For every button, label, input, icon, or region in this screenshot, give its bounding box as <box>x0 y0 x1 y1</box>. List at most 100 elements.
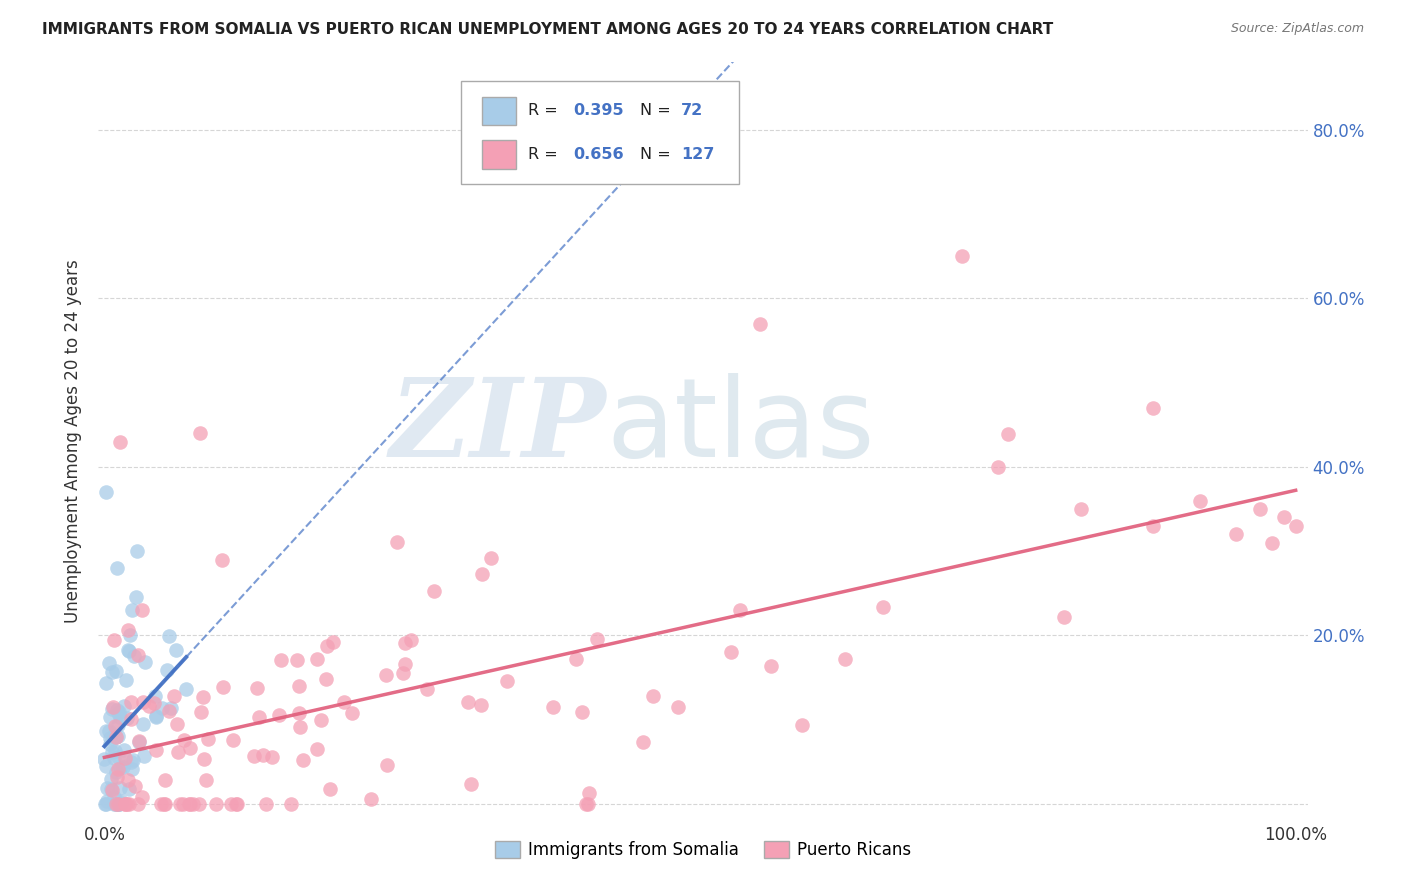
Point <box>728 603 751 617</box>
Point <box>987 459 1010 474</box>
Point <box>155 663 177 677</box>
Point <box>114 751 136 765</box>
Point <box>108 797 131 811</box>
Point <box>107 717 129 731</box>
Point <box>121 762 143 776</box>
Point <box>110 795 132 809</box>
Point <box>110 760 132 774</box>
Point <box>103 633 125 648</box>
Bar <box>482 140 516 169</box>
Point <box>247 710 270 724</box>
Point <box>132 716 155 731</box>
Point <box>254 797 277 811</box>
Point <box>127 797 149 811</box>
Point <box>190 706 212 720</box>
Point <box>114 797 136 811</box>
Point <box>287 653 309 667</box>
Point <box>117 624 139 638</box>
Point <box>571 705 593 719</box>
Point <box>495 673 517 688</box>
Point <box>270 653 292 667</box>
Point <box>150 701 173 715</box>
Point <box>195 772 218 787</box>
Point <box>287 706 309 721</box>
Point <box>460 776 482 790</box>
Point <box>100 772 122 787</box>
Point <box>96 794 118 808</box>
Point <box>262 750 284 764</box>
Point <box>291 753 314 767</box>
Point <box>792 718 814 732</box>
Point <box>173 733 195 747</box>
Point <box>179 797 201 811</box>
Point <box>98 709 121 723</box>
Point <box>107 797 129 811</box>
Point <box>165 642 187 657</box>
Point <box>564 652 586 666</box>
Point <box>1189 493 1212 508</box>
Point <box>94 797 117 811</box>
Point <box>193 751 215 765</box>
Point <box>375 668 398 682</box>
Point <box>759 659 782 673</box>
Point <box>392 665 415 680</box>
Point <box>118 644 141 658</box>
Point <box>114 797 136 811</box>
Point <box>471 566 494 581</box>
Text: 72: 72 <box>682 103 703 119</box>
Point <box>105 765 128 780</box>
Point <box>360 792 382 806</box>
Point <box>105 770 128 784</box>
Text: atlas: atlas <box>606 373 875 480</box>
Text: R =: R = <box>527 146 562 161</box>
Point <box>188 797 211 811</box>
Point <box>96 759 118 773</box>
Point <box>322 635 344 649</box>
Point <box>1261 535 1284 549</box>
Point <box>163 690 186 704</box>
Point <box>172 797 194 811</box>
Point <box>134 655 156 669</box>
Point <box>316 639 339 653</box>
Point <box>153 797 176 811</box>
Point <box>103 790 125 805</box>
Point <box>1272 510 1295 524</box>
Point <box>575 797 598 811</box>
Point <box>269 708 291 723</box>
Point <box>125 590 148 604</box>
Point <box>132 695 155 709</box>
Point <box>120 695 142 709</box>
Point <box>166 745 188 759</box>
Point <box>111 760 134 774</box>
Point <box>97 657 120 671</box>
Point <box>104 730 127 744</box>
Point <box>100 782 122 797</box>
Point <box>115 673 138 688</box>
Text: N =: N = <box>640 103 676 119</box>
Point <box>125 544 148 558</box>
Point <box>107 749 129 764</box>
Point <box>416 681 439 696</box>
Point <box>117 711 139 725</box>
Point <box>105 561 128 575</box>
Point <box>94 485 117 500</box>
Point <box>121 603 143 617</box>
Point <box>152 797 174 811</box>
Point <box>103 797 125 811</box>
Point <box>104 797 127 811</box>
Point <box>120 755 142 769</box>
Point <box>132 749 155 764</box>
Point <box>94 797 117 811</box>
Point <box>117 773 139 788</box>
Point <box>110 796 132 810</box>
Point <box>128 733 150 747</box>
Point <box>103 729 125 743</box>
Point <box>145 709 167 723</box>
Point <box>128 735 150 749</box>
Text: Source: ZipAtlas.com: Source: ZipAtlas.com <box>1230 22 1364 36</box>
Point <box>117 797 139 811</box>
Point <box>101 782 124 797</box>
Point <box>311 713 333 727</box>
Point <box>98 737 121 751</box>
Point <box>457 695 479 709</box>
